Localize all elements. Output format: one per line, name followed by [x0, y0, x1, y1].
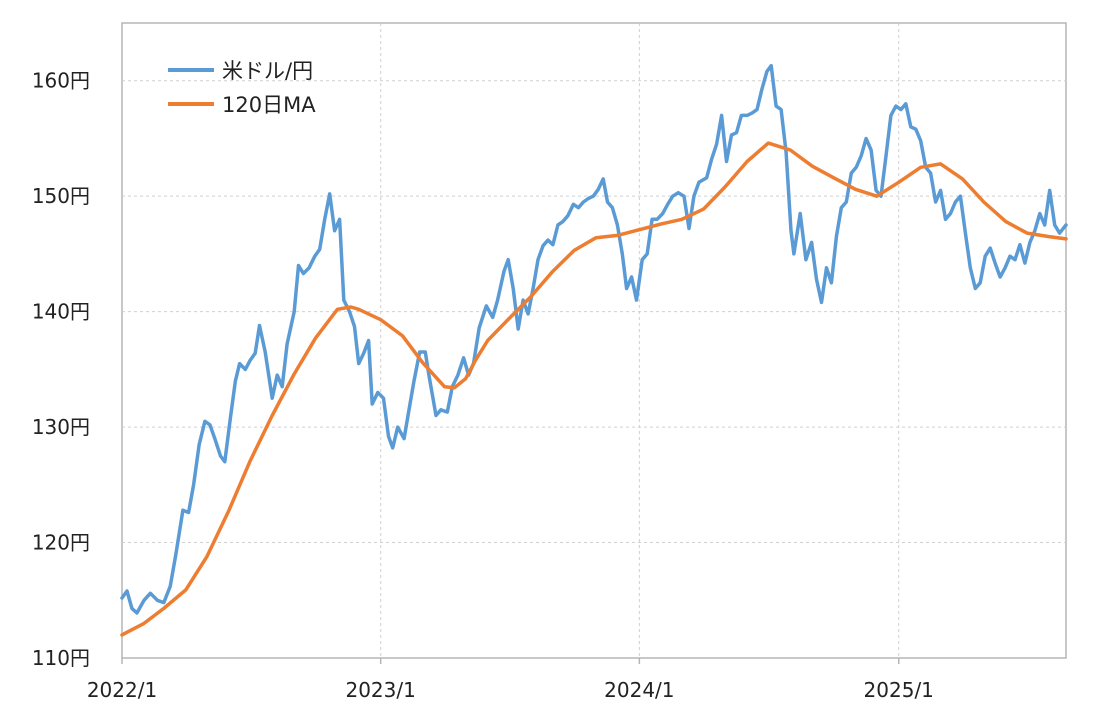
legend-label-ma: 120日MA — [222, 93, 316, 117]
plot-area — [121, 22, 1067, 659]
x-tick-label: 2024/1 — [604, 678, 674, 702]
x-tick-label: 2023/1 — [345, 678, 415, 702]
y-tick-label: 120円 — [32, 531, 90, 555]
legend-label-usdjpy: 米ドル/円 — [222, 59, 313, 83]
y-tick-label: 130円 — [32, 415, 90, 439]
y-tick-label: 160円 — [32, 69, 90, 93]
x-tick-label: 2025/1 — [864, 678, 934, 702]
y-tick-label: 150円 — [32, 184, 90, 208]
legend: 米ドル/円 120日MA — [168, 59, 316, 117]
vertical-gridlines — [121, 23, 900, 664]
x-axis-tick-labels: 2022/1 2023/1 2024/1 2025/1 — [87, 678, 934, 702]
usdjpy-series-line — [120, 63, 1068, 615]
ma120-series-line — [120, 141, 1068, 637]
horizontal-gridlines — [122, 80, 1066, 544]
y-tick-label: 110円 — [32, 646, 90, 670]
y-tick-label: 140円 — [32, 300, 90, 324]
series-lines — [120, 63, 1068, 637]
x-tick-label: 2022/1 — [87, 678, 157, 702]
y-axis-tick-labels: 110円 120円 130円 140円 150円 160円 — [32, 69, 90, 670]
